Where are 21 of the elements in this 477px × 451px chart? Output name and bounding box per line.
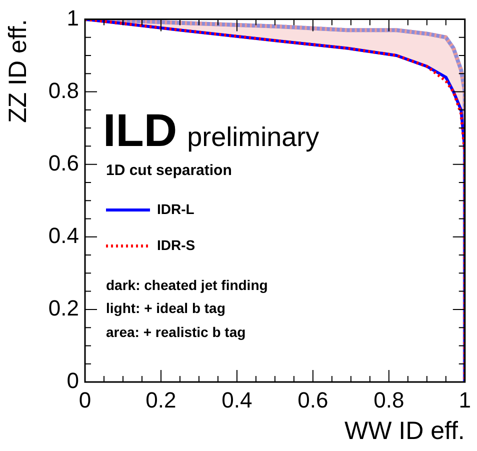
y-tick-label: 0 xyxy=(66,368,79,394)
y-tick-label: 0.8 xyxy=(48,78,79,103)
annotation: light: + ideal b tag xyxy=(106,300,226,316)
x-tick-label: 0.6 xyxy=(298,387,328,412)
x-tick-label: 0.2 xyxy=(146,387,176,412)
y-tick-label: 0.2 xyxy=(48,296,79,321)
annotation: preliminary xyxy=(187,122,320,152)
y-axis-title: ZZ ID eff. xyxy=(4,19,32,123)
annotation: dark: cheated jet finding xyxy=(106,277,268,293)
y-tick-label: 1 xyxy=(66,5,79,30)
annotation: area: + realistic b tag xyxy=(106,324,246,340)
legend-label: IDR-S xyxy=(157,236,196,253)
annotation: ILD xyxy=(103,104,178,156)
x-axis-title: WW ID eff. xyxy=(344,416,465,445)
x-tick-label: 0.4 xyxy=(222,387,252,412)
x-tick-label: 0.8 xyxy=(374,387,404,412)
annotation: 1D cut separation xyxy=(106,162,232,179)
y-tick-label: 0.6 xyxy=(48,150,79,176)
x-tick-label: 1 xyxy=(458,387,472,412)
legend-label: IDR-L xyxy=(157,200,195,217)
y-tick-label: 0.4 xyxy=(48,222,79,248)
